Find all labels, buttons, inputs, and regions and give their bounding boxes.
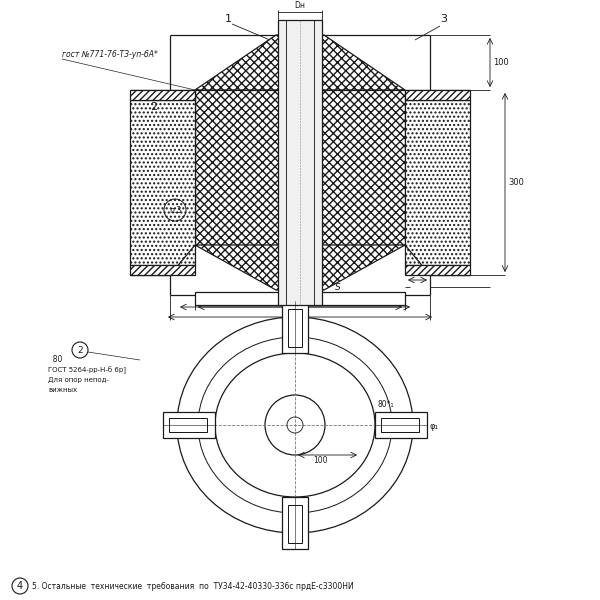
Text: S: S [335,283,341,292]
Bar [130,265,195,275]
Polygon shape [195,35,405,90]
Bar [375,412,427,438]
Bar [288,505,302,543]
Text: Для опор непод-: Для опор непод- [48,377,109,383]
Text: 2: 2 [77,346,83,355]
Text: 3: 3 [440,14,447,24]
Text: 80*₁: 80*₁ [378,400,395,409]
Text: гост №771-76-ТЗ-уп-бА*: гост №771-76-ТЗ-уп-бА* [62,50,158,59]
Text: 80: 80 [48,355,62,364]
Bar [405,265,470,275]
Text: Dн: Dн [294,1,305,10]
Bar [163,412,215,438]
Text: п.3: п.3 [169,206,181,215]
Bar [195,292,405,305]
Bar [130,90,195,100]
Text: вижных: вижных [48,387,77,393]
Text: 100: 100 [493,58,509,67]
Text: B: B [286,296,292,305]
Bar [405,90,470,100]
Text: 4: 4 [17,581,23,591]
Text: 100: 100 [313,456,328,465]
Bar [195,90,405,245]
Text: φ₁: φ₁ [430,422,439,431]
Text: D: D [293,309,299,318]
Text: ГОСТ 5264-рр-Н-б 6р]: ГОСТ 5264-рр-Н-б 6р] [48,366,126,374]
Bar [282,301,308,353]
Text: 1: 1 [225,14,232,24]
Bar [282,497,308,549]
Text: 5. Остальные  технические  требования  по  ТУ34-42-40330-336с прдЕ-с3300НИ: 5. Остальные технические требования по Т… [32,582,354,591]
Polygon shape [195,245,405,290]
Bar [381,418,419,432]
Bar [278,20,322,305]
Text: 300: 300 [508,178,524,187]
Bar [405,100,470,265]
Bar [169,418,207,432]
Text: 2: 2 [150,102,157,112]
Bar [288,309,302,347]
Text: B*: B* [289,319,299,328]
Bar [130,100,195,265]
Text: 120: 120 [410,269,425,278]
